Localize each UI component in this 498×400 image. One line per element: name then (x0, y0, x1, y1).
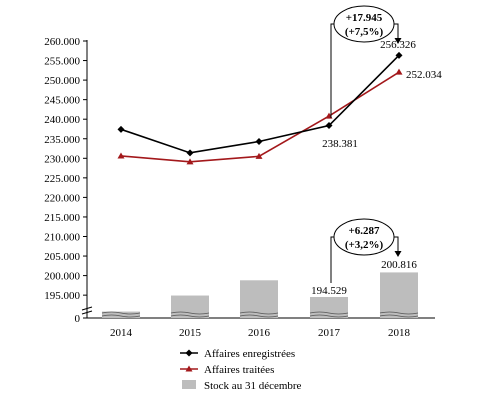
data-label: 256.326 (380, 39, 416, 51)
annotation-bracket (330, 236, 335, 283)
x-tick-label: 2018 (388, 327, 411, 339)
legend: Affaires enregistrées Affaires traitées St… (180, 348, 302, 392)
bar-break (239, 311, 279, 318)
point-marker (255, 152, 263, 159)
y-tick-label: 230.000 (44, 153, 80, 165)
point-marker (186, 158, 194, 165)
y-tick-label: 245.000 (44, 95, 80, 107)
y-tick-label: 220.000 (44, 192, 80, 204)
y-tick-label: 225.000 (44, 173, 80, 185)
growth-annotation: +17.945 (+7,5%) (330, 5, 402, 118)
stock-bar (102, 311, 140, 318)
legend-marker (185, 349, 193, 357)
point-marker (255, 137, 263, 145)
growth-annotation: +6.287 (+3,2%) (330, 218, 402, 283)
y-tick-label: 260.000 (44, 36, 80, 48)
annotation-arrowhead (394, 38, 402, 44)
y-tick-label: 200.000 (44, 271, 80, 283)
stock-bars (101, 272, 419, 318)
stock-bar (310, 296, 348, 318)
legend-marker (185, 365, 193, 372)
data-labels: 256.326 252.034 238.381 194.529 200.816 (311, 39, 442, 297)
annotation-ellipse (333, 5, 395, 43)
legend-swatch (182, 380, 196, 389)
x-tick-label: 2016 (248, 327, 271, 339)
legend-label: Affaires enregistrées (204, 348, 295, 360)
y-tick-label: 215.000 (44, 212, 80, 224)
chart-axes: 0 195.000 200.000 205.000 210.000 215.000 220.… (44, 36, 435, 339)
y-axis-break (81, 306, 93, 315)
annotation-percent: (+7,5%) (345, 26, 384, 38)
x-tick-label: 2017 (318, 327, 341, 339)
y-tick-label: 250.000 (44, 75, 80, 87)
point-marker (117, 152, 125, 159)
stock-bar (380, 272, 418, 318)
y-tick-label: 205.000 (44, 251, 80, 263)
annotation-percent: (+3,2%) (345, 239, 384, 251)
legend-label: Affaires traitées (204, 364, 274, 376)
point-marker (117, 125, 125, 133)
x-tick-label: 2014 (110, 327, 133, 339)
series-lines (117, 51, 403, 165)
annotation-value: +17.945 (346, 12, 383, 24)
data-label: 200.816 (381, 259, 417, 271)
y-tick-label: 235.000 (44, 134, 80, 146)
bar-break (170, 311, 210, 318)
legend-label: Stock au 31 décembre (204, 380, 302, 392)
annotation-bracket (330, 23, 335, 118)
data-label: 194.529 (311, 285, 347, 297)
annotation-bracket (393, 236, 399, 252)
y-tick-label: 0 (75, 313, 81, 325)
point-marker (395, 68, 403, 75)
x-tick-label: 2015 (179, 327, 202, 339)
y-tick-label: 210.000 (44, 232, 80, 244)
stock-bar (171, 295, 209, 318)
annotation-arrowhead (394, 251, 402, 257)
bar-break (309, 311, 349, 318)
point-marker (325, 122, 333, 130)
data-label: 252.034 (406, 69, 442, 81)
point-marker (395, 51, 403, 59)
point-marker (186, 149, 194, 157)
y-tick-label: 255.000 (44, 56, 80, 68)
y-tick-label: 195.000 (44, 290, 80, 302)
annotation-bracket (393, 23, 399, 39)
annotation-ellipse (333, 218, 395, 256)
annotation-value: +6.287 (348, 225, 380, 237)
y-tick-label: 240.000 (44, 114, 80, 126)
bar-break (379, 311, 419, 318)
data-label: 238.381 (322, 138, 358, 150)
annotations: +17.945 (+7,5%) +6.287 (+3,2%) (330, 5, 402, 283)
bar-break (101, 311, 141, 318)
